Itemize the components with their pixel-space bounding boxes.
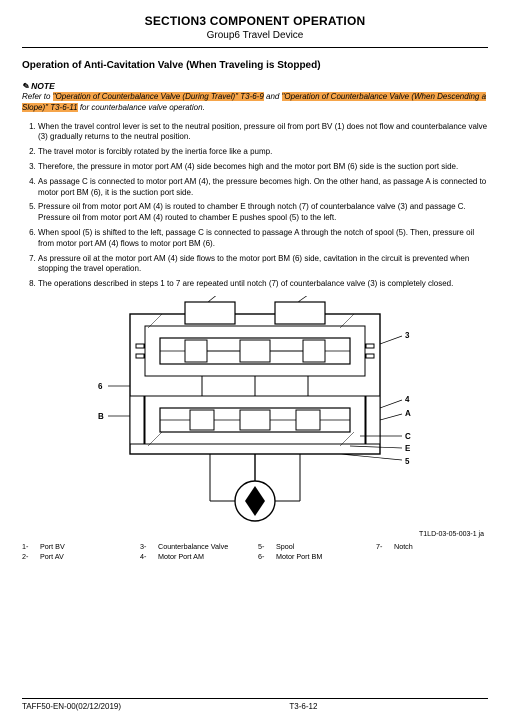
legend-num: 3- xyxy=(140,542,152,551)
callout-E: E xyxy=(405,444,411,453)
note-block: ✎NOTE Refer to "Operation of Counterbala… xyxy=(22,81,488,114)
operation-title: Operation of Anti-Cavitation Valve (When… xyxy=(22,60,488,71)
legend-text: Spool xyxy=(276,542,370,551)
callout-C: C xyxy=(405,432,411,441)
step-item: As pressure oil at the motor port AM (4)… xyxy=(38,254,488,276)
page-header: SECTION3 COMPONENT OPERATION Group6 Trav… xyxy=(22,14,488,41)
group-title: Group6 Travel Device xyxy=(22,30,488,41)
legend-num: 6- xyxy=(258,552,270,561)
legend-text: Motor Port AM xyxy=(158,552,252,561)
note-mid: and xyxy=(264,92,282,101)
step-item: When the travel control lever is set to … xyxy=(38,122,488,144)
callout-7: 7 xyxy=(288,296,293,298)
legend-text: Motor Port BM xyxy=(276,552,370,561)
note-label: NOTE xyxy=(31,81,55,91)
step-item: Pressure oil from motor port AM (4) is r… xyxy=(38,202,488,224)
legend: 1- Port BV 3- Counterbalance Valve 5- Sp… xyxy=(22,542,488,561)
legend-num: 2- xyxy=(22,552,34,561)
callout-B: B xyxy=(98,412,104,421)
legend-num: 1- xyxy=(22,542,34,551)
legend-num xyxy=(376,552,388,561)
figure: 1 2 7 3 4 A C E 5 6 B T1LD-03-05-003-1 j… xyxy=(90,296,420,536)
legend-num: 5- xyxy=(258,542,270,551)
callout-6: 6 xyxy=(98,382,103,391)
callout-3: 3 xyxy=(405,331,410,340)
header-rule xyxy=(22,47,488,48)
page-footer: TAFF50-EN-00(02/12/2019) T3-6-12 . xyxy=(22,698,488,711)
step-item: As passage C is connected to motor port … xyxy=(38,177,488,199)
section-title: SECTION3 COMPONENT OPERATION xyxy=(22,14,488,28)
note-suffix: for counterbalance valve operation. xyxy=(78,103,205,112)
steps-list: When the travel control lever is set to … xyxy=(38,122,488,290)
footer-rule xyxy=(22,698,488,699)
step-item: When spool (5) is shifted to the left, p… xyxy=(38,228,488,250)
callout-A: A xyxy=(405,409,411,418)
legend-num: 7- xyxy=(376,542,388,551)
legend-text: Port BV xyxy=(40,542,134,551)
legend-text: Port AV xyxy=(40,552,134,561)
callout-5: 5 xyxy=(405,457,410,466)
diagram-svg: 1 2 7 3 4 A C E 5 6 B xyxy=(90,296,420,536)
figure-id: T1LD-03-05-003-1 ja xyxy=(419,531,484,538)
step-item: The travel motor is forcibly rotated by … xyxy=(38,147,488,158)
doc-id: TAFF50-EN-00(02/12/2019) xyxy=(22,702,121,711)
step-item: The operations described in steps 1 to 7… xyxy=(38,279,488,290)
step-item: Therefore, the pressure in motor port AM… xyxy=(38,162,488,173)
legend-text: Counterbalance Valve xyxy=(158,542,252,551)
page-number: T3-6-12 xyxy=(289,702,317,711)
callout-4: 4 xyxy=(405,395,410,404)
pencil-icon: ✎ xyxy=(21,80,31,92)
note-link-1[interactable]: "Operation of Counterbalance Valve (Duri… xyxy=(53,92,264,101)
note-heading: ✎NOTE xyxy=(22,81,488,92)
note-prefix: Refer to xyxy=(22,92,53,101)
legend-num: 4- xyxy=(140,552,152,561)
legend-text xyxy=(394,552,488,561)
note-body: Refer to "Operation of Counterbalance Va… xyxy=(22,92,488,114)
legend-text: Notch xyxy=(394,542,488,551)
